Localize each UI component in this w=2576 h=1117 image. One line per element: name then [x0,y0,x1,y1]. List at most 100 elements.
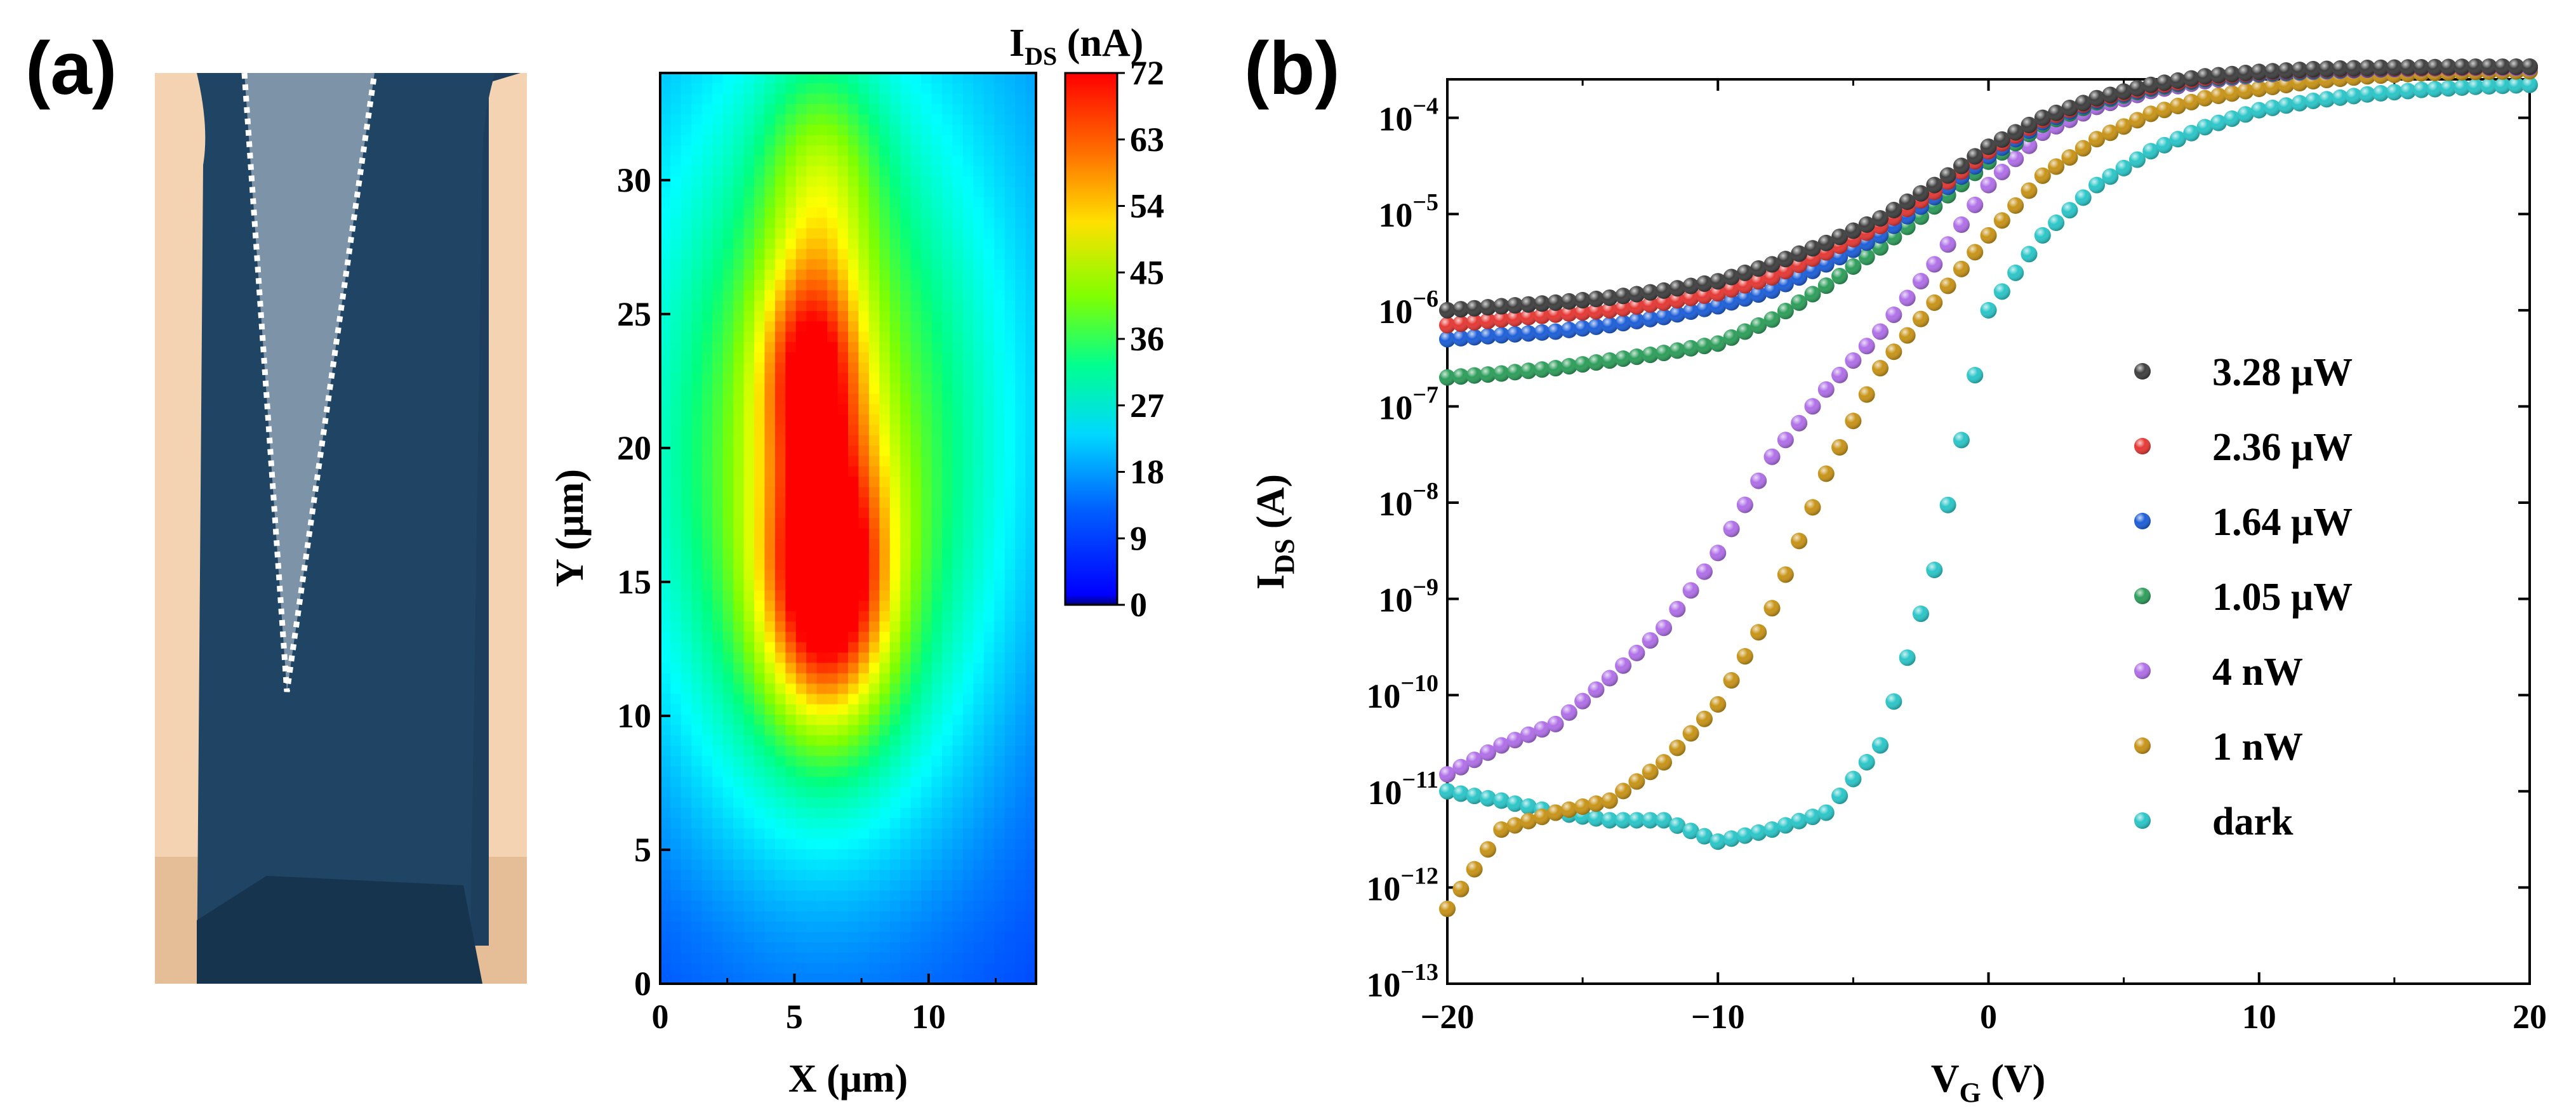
heatmap-cell [889,290,901,301]
heatmap-cell [858,787,870,798]
legend-marker-shine [2134,812,2151,829]
heatmap-cell [983,207,995,219]
heatmap-cell [983,569,995,581]
heatmap-cell [733,735,745,746]
heatmap-cell [816,114,828,126]
panel-b-label: (b) [1244,27,1340,110]
heatmap-cell [795,715,807,726]
heatmap-cell [816,145,828,157]
heatmap-cell [785,466,797,477]
heatmap-cell [816,435,828,446]
heatmap-cell [931,404,943,415]
heatmap-cell [1004,890,1016,902]
heatmap-cell [743,890,755,902]
heatmap-cell [785,756,797,767]
heatmap-cell [952,642,964,653]
heatmap-cell [764,942,776,953]
data-point-3-28-w-shine [2250,63,2267,81]
heatmap-cell [900,642,912,653]
heatmap-cell [952,176,964,188]
heatmap-cell [733,269,745,281]
heatmap-cell [910,135,922,146]
heatmap-cell [858,673,870,684]
heatmap-cell [931,187,943,198]
heatmap-cell [754,487,766,498]
data-point-1-05-w-shine [1466,367,1483,384]
heatmap-cell [681,518,693,529]
heatmap-cell [1004,321,1016,333]
heatmap-cell [743,704,755,715]
heatmap-cell [670,569,682,581]
heatmap-cell [921,166,933,177]
heatmap-cell [952,187,964,198]
heatmap-cell [1015,684,1026,695]
heatmap-cell [660,715,672,726]
heatmap-cell [681,373,693,385]
heatmap-cell [1015,73,1026,84]
heatmap-cell [983,383,995,395]
heatmap-cell [952,869,964,881]
heatmap-cell [889,73,901,84]
heatmap-cell [691,663,703,674]
heatmap-cell [931,797,943,809]
heatmap-cell [910,590,922,602]
heatmap-cell [712,249,724,260]
heatmap-cell [868,207,880,219]
heatmap-cell [660,642,672,653]
heatmap-cell [983,218,995,229]
heatmap-cell [785,590,797,602]
heatmap-cell [931,807,943,819]
heatmap-cell [1004,518,1016,529]
heatmap-cell [910,715,922,726]
heatmap-cell [774,663,787,674]
data-point-dark-shine [2007,264,2024,281]
data-point-dark-shine [1953,432,1970,449]
data-point-1-05-w-shine [1723,329,1740,346]
data-point-1-64-w-shine [1817,256,1835,273]
heatmap-cell [921,476,933,488]
heatmap-cell [962,456,974,467]
heatmap-cell [952,704,964,715]
heatmap-cell [889,756,901,767]
heatmap-cell [733,393,745,405]
heatmap-cell [1025,559,1037,571]
heatmap-cell [712,176,724,188]
heatmap-cell [722,93,734,105]
heatmap-cell [827,642,839,653]
heatmap-cell [858,124,870,136]
heatmap-cell [952,715,964,726]
heatmap-cell [733,787,745,798]
heatmap-cell [743,176,755,188]
heatmap-cell [1015,973,1026,984]
heatmap-cell [952,414,964,426]
heatmap-cell [931,787,943,798]
heatmap-cell [774,901,787,912]
heatmap-cell [806,487,818,498]
heatmap-cell [921,73,933,84]
heatmap-cell [733,259,745,270]
heatmap-cell [931,124,943,136]
heatmap-cell [806,311,818,322]
heatmap-cell [868,663,880,674]
heatmap-cell [952,901,964,912]
heatmap-cell [806,973,818,984]
heatmap-cell [983,249,995,260]
heatmap-cell [879,663,891,674]
heatmap-cell [681,684,693,695]
heatmap-cell [952,290,964,301]
heatmap-cell [691,321,703,333]
heatmap-cell [921,797,933,809]
panel-a-label: (a) [25,27,117,110]
heatmap-cell [681,383,693,395]
heatmap-cell [931,466,943,477]
heatmap-cell [670,456,682,467]
heatmap-cell [795,735,807,746]
heatmap-cell [691,238,703,250]
heatmap-cell [754,953,766,964]
heatmap-cell [942,880,953,892]
heatmap-cell [712,922,724,933]
heatmap-cell [743,269,755,281]
heatmap-cell [743,259,755,270]
heatmap-cell [827,321,839,333]
heatmap-cell [712,238,724,250]
